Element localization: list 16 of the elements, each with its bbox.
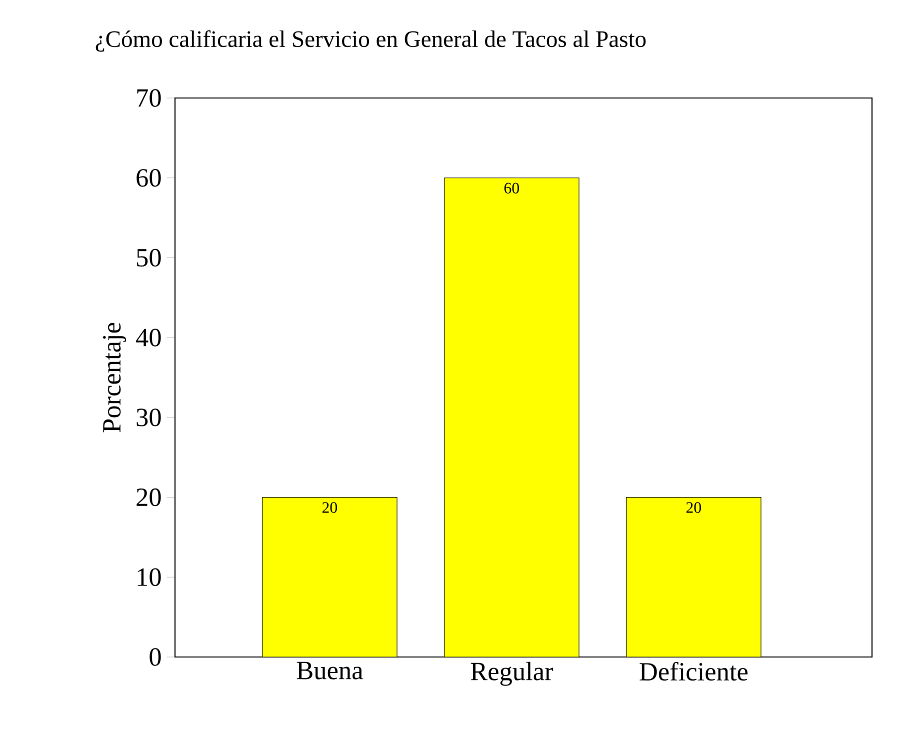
x-tick-label: Regular xyxy=(470,662,554,686)
y-tick-label: 30 xyxy=(136,408,161,426)
data-label: 60 xyxy=(504,182,520,194)
y-tick-label: 0 xyxy=(150,648,161,666)
y-tick-label: 60 xyxy=(136,169,161,187)
y-tick-label: 50 xyxy=(137,248,161,267)
y-tick-label: 20 xyxy=(136,488,161,506)
y-tick-label: 70 xyxy=(137,89,161,107)
data-label: 20 xyxy=(686,502,702,513)
y-axis-title: Porcentaje xyxy=(103,322,126,432)
chart-title: ¿Cómo calificaria el Servicio en General de Tacos al Pasto xyxy=(96,30,646,52)
x-tick-label: Deficiente xyxy=(640,662,748,681)
x-tick-label: Buena xyxy=(296,662,363,680)
data-label: 20 xyxy=(322,502,338,513)
y-tick-label: 10 xyxy=(138,568,161,586)
y-tick-label: 40 xyxy=(136,328,161,346)
